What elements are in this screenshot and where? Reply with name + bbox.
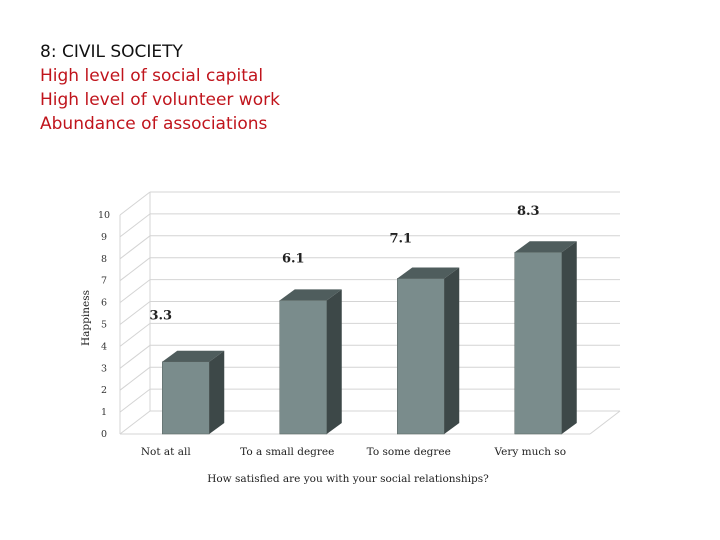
bar-top	[397, 267, 460, 279]
y-tick-label: 2	[101, 385, 107, 396]
grid-line-depth	[119, 257, 151, 282]
y-tick-label: 8	[101, 254, 107, 265]
grid-line-depth	[119, 344, 151, 369]
bar-side	[209, 350, 225, 434]
bar	[514, 251, 562, 435]
bar-top	[279, 289, 342, 301]
y-axis: 0 1 2 3 4 5 6 7 8 9 10	[98, 210, 110, 440]
grid-line-depth	[119, 301, 151, 325]
bar-top	[514, 241, 577, 253]
y-tick-label: 0	[101, 429, 107, 440]
bullet-volunteer-work: High level of volunteer work	[40, 90, 280, 110]
bar-side	[561, 241, 577, 434]
bar	[397, 278, 445, 435]
y-tick-label: 3	[101, 363, 107, 374]
data-label: 3.3	[149, 309, 172, 324]
grid-line-depth	[119, 388, 151, 413]
y-axis-label: Happiness	[80, 290, 92, 346]
data-labels: 3.3 6.1 7.1 8.3	[149, 204, 539, 324]
grid-line-depth	[119, 235, 151, 260]
grid-line-depth	[119, 366, 151, 391]
y-tick-label: 1	[101, 407, 107, 418]
bar	[279, 300, 327, 435]
bullet-social-capital: High level of social capital	[40, 66, 264, 86]
x-tick-label: Very much so	[493, 446, 566, 458]
slide-title: 8: CIVIL SOCIETY	[40, 42, 183, 62]
bullet-associations: Abundance of associations	[40, 114, 268, 134]
x-axis: Not at all To a small degree To some degre…	[141, 446, 566, 458]
bar-series	[162, 241, 577, 435]
y-tick-label: 5	[101, 320, 107, 331]
bar	[162, 361, 210, 435]
data-label: 6.1	[282, 251, 305, 266]
y-tick-label: 10	[98, 210, 110, 221]
slide-heading: 8: CIVIL SOCIETY High level of social ca…	[40, 40, 280, 136]
x-axis-label: How satisfied are you with your social r…	[207, 473, 489, 485]
floor-right-edge	[589, 410, 621, 435]
grid-line-depth	[119, 323, 151, 347]
y-tick-label: 4	[101, 341, 107, 352]
y-tick-label: 9	[101, 232, 107, 243]
grid-line-depth	[119, 410, 151, 435]
x-tick-label: Not at all	[141, 446, 192, 458]
bar-side	[326, 289, 342, 434]
x-tick-label: To some degree	[367, 446, 451, 458]
grid-line-depth	[119, 213, 151, 238]
bar-top	[162, 350, 225, 362]
grid-line-depth	[119, 279, 151, 303]
y-tick-label: 6	[101, 298, 107, 309]
data-label: 8.3	[517, 204, 540, 219]
x-tick-label: To a small degree	[240, 446, 334, 458]
grid-line-depth	[119, 191, 151, 216]
bar-side	[444, 267, 460, 434]
data-label: 7.1	[389, 232, 412, 247]
y-tick-label: 7	[101, 276, 107, 287]
